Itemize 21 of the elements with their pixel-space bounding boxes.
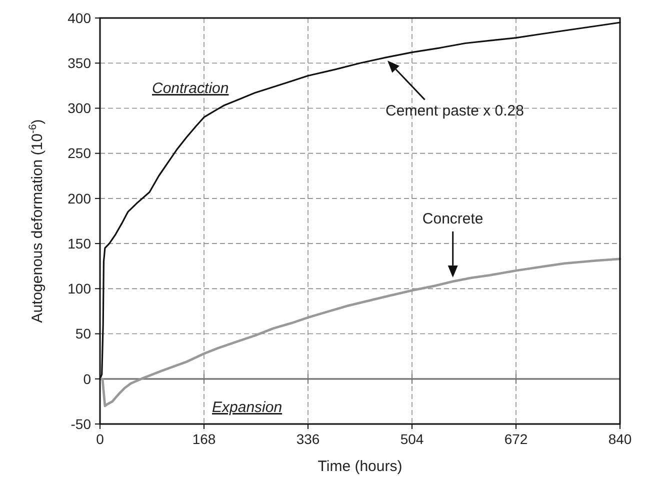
y-tick-label: -50 (70, 416, 92, 432)
annotation: Contraction (152, 80, 229, 97)
y-tick-label: 400 (68, 10, 92, 26)
y-tick-label: 100 (68, 280, 92, 297)
y-tick-label: 50 (75, 326, 92, 342)
annotation: Expansion (212, 399, 282, 416)
y-tick-label: 200 (68, 190, 92, 206)
y-tick-label: 250 (68, 145, 92, 162)
legend-label: Cement paste x 0.28 (386, 102, 524, 120)
x-axis-title: Time (hours) (318, 458, 402, 475)
x-tick-label: 168 (192, 431, 216, 447)
y-tick-label: 300 (68, 100, 92, 116)
x-tick-label: 336 (296, 431, 320, 447)
x-tick-label: 504 (400, 431, 424, 447)
x-tick-label: 0 (96, 431, 104, 447)
y-tick-label: 350 (68, 55, 92, 72)
y-tick-label: 0 (83, 370, 92, 387)
x-tick-label: 672 (504, 431, 528, 447)
text: Concrete (422, 210, 484, 228)
x-tick-label: 840 (608, 431, 632, 447)
y-tick-label: 150 (68, 235, 92, 252)
